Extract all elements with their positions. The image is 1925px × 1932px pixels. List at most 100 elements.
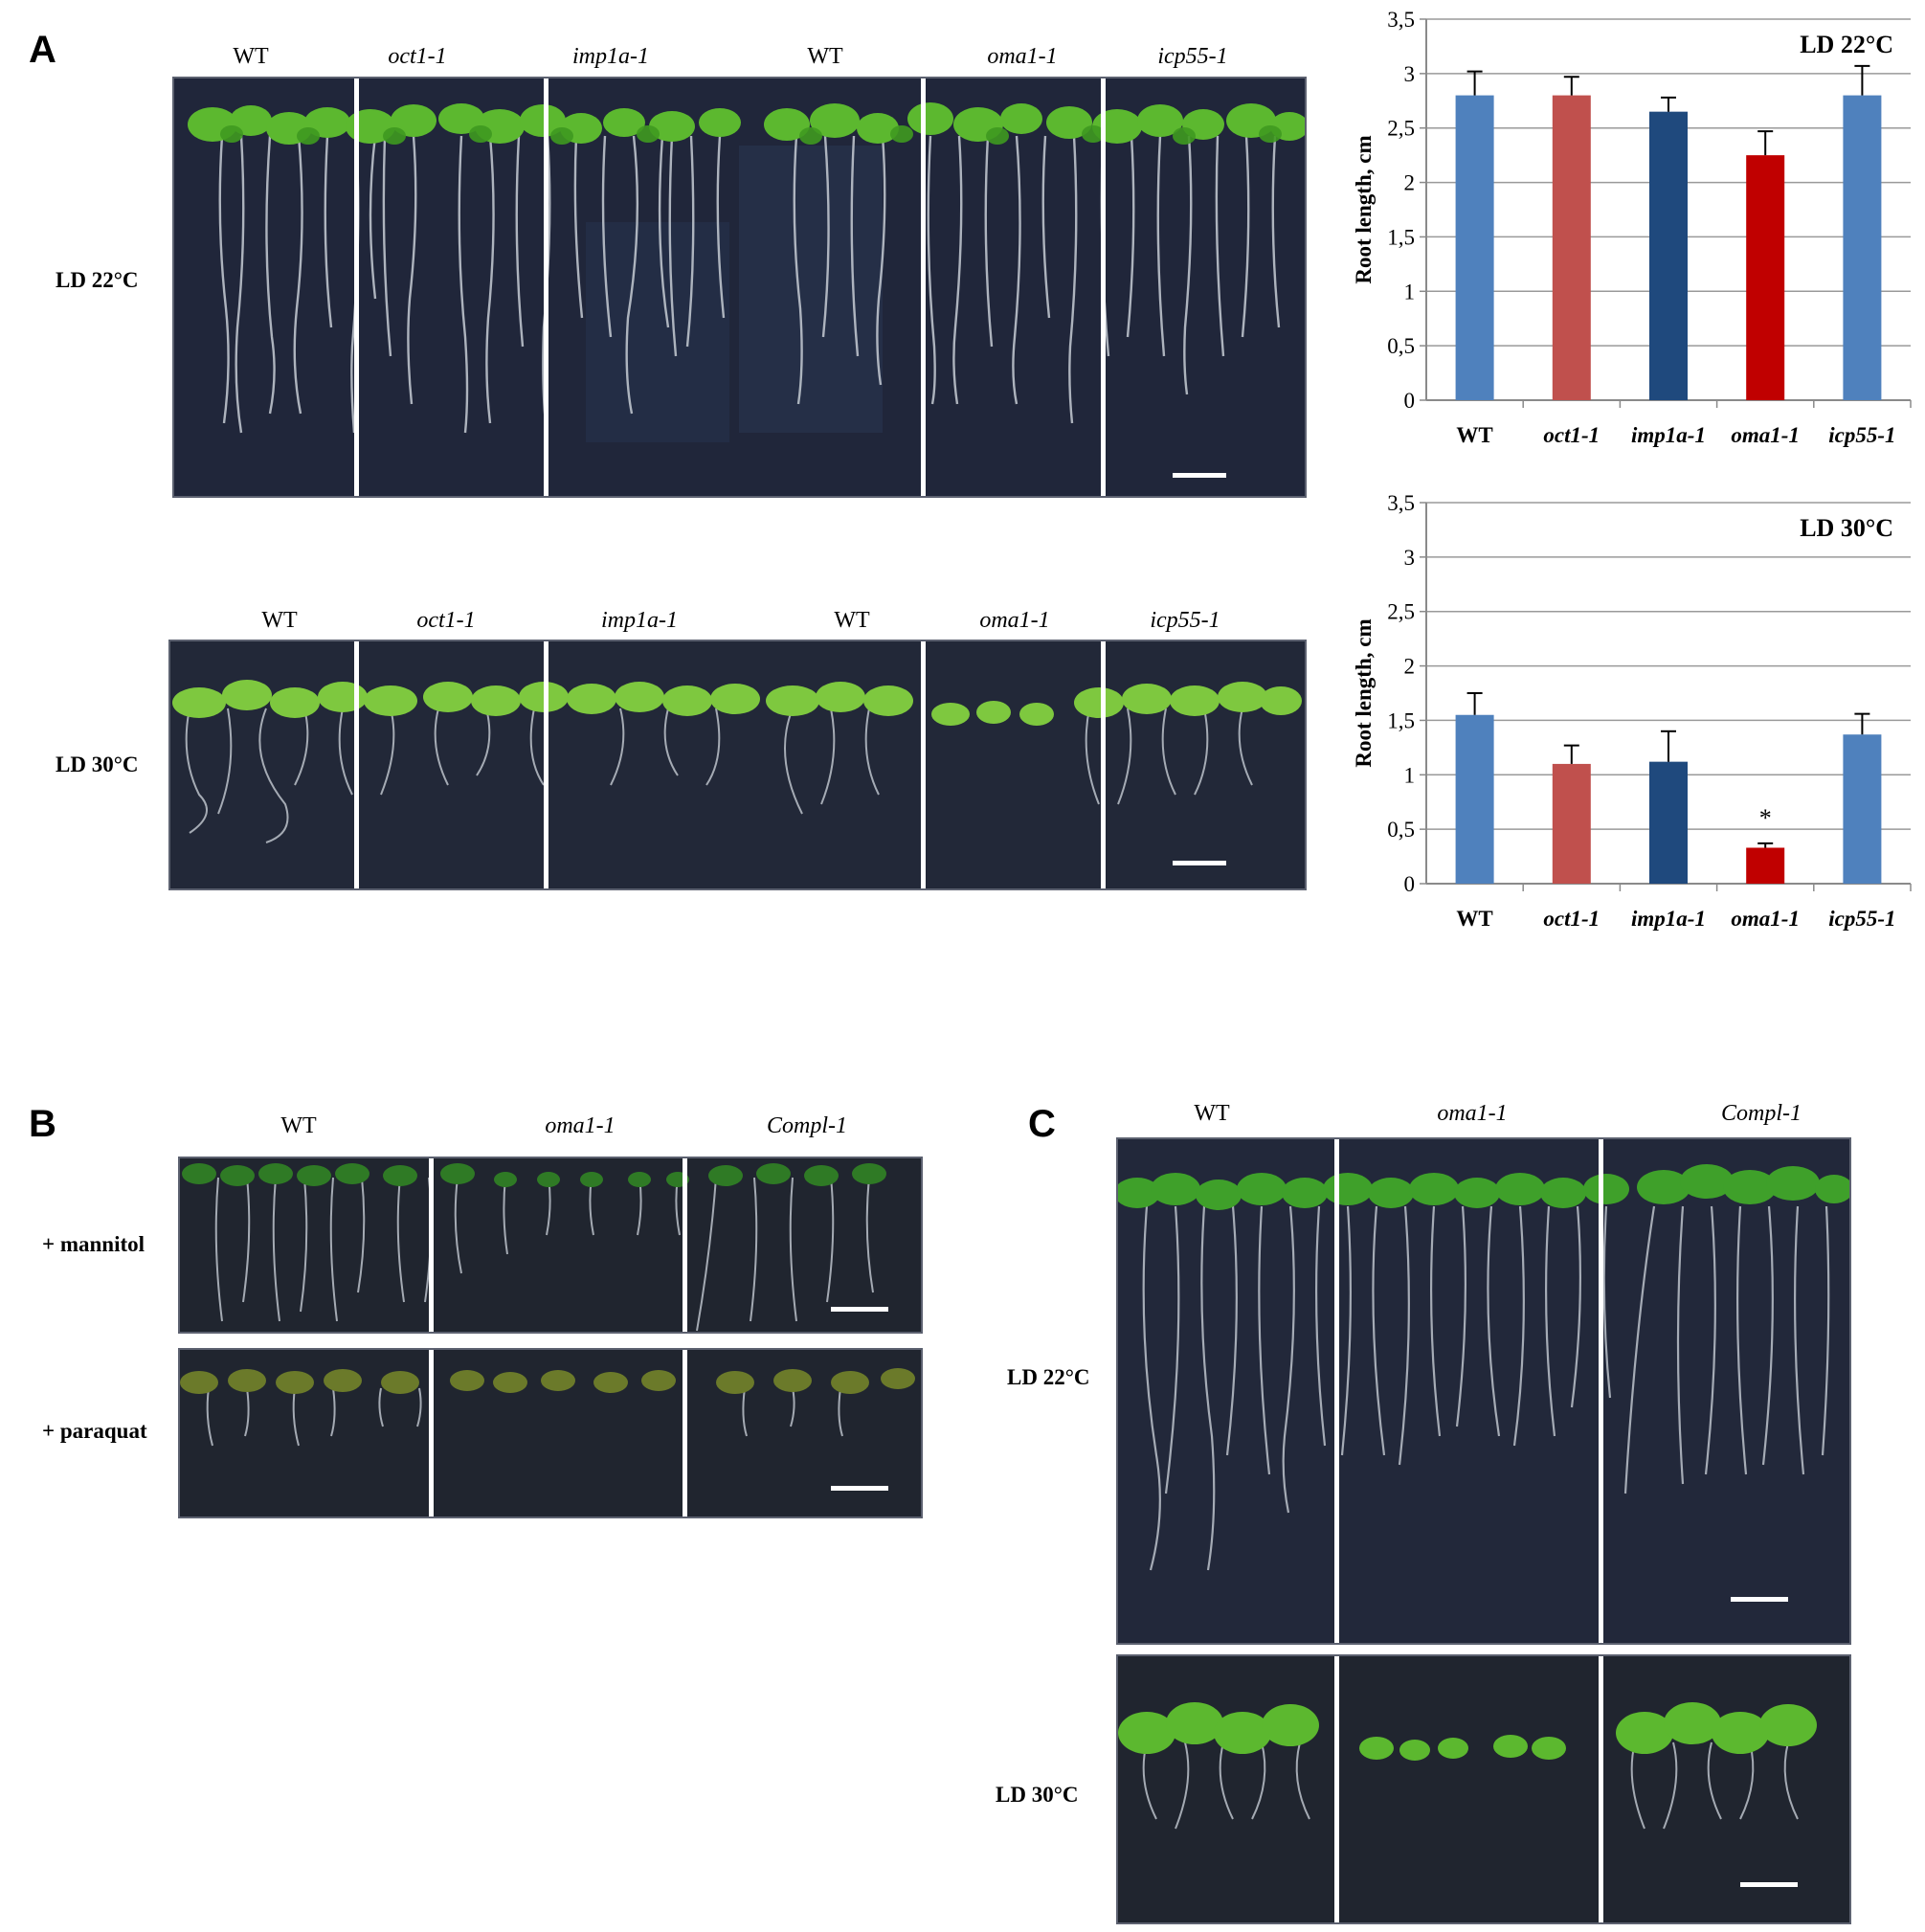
y-tick-label: 3: [1404, 62, 1416, 86]
scale-bar: [1173, 861, 1226, 865]
y-tick-label: 0,5: [1387, 334, 1415, 358]
y-tick-label: 1,5: [1387, 708, 1415, 732]
y-tick-label: 1: [1404, 763, 1416, 787]
plate-divider: [354, 79, 359, 496]
plate-divider: [921, 641, 926, 888]
seedling-photo-art: [1118, 1139, 1849, 1643]
plate-divider: [1599, 1139, 1603, 1643]
panel-letter-a: A: [29, 29, 56, 71]
condition-label: + mannitol: [42, 1232, 145, 1256]
condition-label: + paraquat: [42, 1419, 147, 1443]
bar-icp55-1: [1843, 95, 1882, 400]
seedling-plate-photo: [1116, 1137, 1851, 1645]
seedling-photo-art: [170, 641, 1305, 888]
chart-title: LD 22°C: [1800, 31, 1893, 58]
genotype-label: WT: [807, 44, 843, 69]
plate-divider: [1334, 1139, 1339, 1643]
bar-imp1a-1: [1649, 111, 1688, 401]
genotype-label: imp1a-1: [601, 608, 678, 633]
y-tick-label: 1: [1404, 280, 1416, 303]
y-axis-label: Root length, cm: [1352, 135, 1376, 283]
genotype-label: oct1-1: [416, 608, 476, 633]
seedling-photo-art: [180, 1158, 921, 1332]
genotype-label: oma1-1: [1437, 1101, 1508, 1126]
plate-divider: [1599, 1656, 1603, 1922]
seedling-photo-art: [180, 1350, 921, 1516]
x-tick-label: WT: [1456, 423, 1492, 447]
seedling-plate-photo: [168, 640, 1307, 890]
seedling-plate-photo: [172, 77, 1307, 498]
genotype-label: WT: [834, 608, 870, 633]
condition-label: LD 30°C: [56, 753, 139, 776]
bar-WT: [1455, 95, 1494, 400]
y-tick-label: 2,5: [1387, 600, 1415, 624]
plate-divider: [354, 641, 359, 888]
genotype-label: WT: [233, 44, 269, 69]
bar-icp55-1: [1843, 734, 1882, 884]
genotype-label: oma1-1: [545, 1113, 616, 1138]
scale-bar: [1740, 1882, 1798, 1887]
condition-label: LD 22°C: [56, 268, 139, 292]
genotype-label: WT: [261, 608, 298, 633]
y-tick-label: 3,5: [1387, 8, 1415, 32]
genotype-label: oct1-1: [388, 44, 447, 69]
y-tick-label: 0: [1404, 389, 1416, 413]
x-tick-label: icp55-1: [1828, 907, 1895, 931]
genotype-label: icp55-1: [1150, 608, 1220, 633]
x-tick-label: oct1-1: [1543, 907, 1600, 931]
genotype-label: WT: [280, 1113, 317, 1138]
plate-divider: [683, 1158, 687, 1332]
chart-title: LD 30°C: [1800, 514, 1893, 542]
seedling-plate-photo: [178, 1348, 923, 1518]
plate-divider: [1334, 1656, 1339, 1922]
x-tick-label: oct1-1: [1543, 423, 1600, 447]
y-tick-label: 0: [1404, 872, 1416, 896]
plate-divider: [544, 641, 548, 888]
seedling-photo-art: [1118, 1656, 1849, 1922]
y-tick-label: 0,5: [1387, 818, 1415, 842]
seedling-plate-photo: [1116, 1654, 1851, 1924]
plate-divider: [683, 1350, 687, 1516]
x-tick-label: oma1-1: [1731, 907, 1800, 931]
y-axis-label: Root length, cm: [1352, 618, 1376, 767]
y-tick-label: 2,5: [1387, 117, 1415, 141]
genotype-label: oma1-1: [987, 44, 1058, 69]
scale-bar: [1731, 1597, 1788, 1602]
plate-divider: [544, 79, 548, 496]
plate-divider: [1101, 641, 1106, 888]
genotype-label: imp1a-1: [572, 44, 649, 69]
plate-divider: [921, 79, 926, 496]
bar-WT: [1455, 714, 1494, 884]
y-tick-label: 3: [1404, 546, 1416, 570]
scale-bar: [831, 1307, 888, 1312]
condition-label: LD 30°C: [996, 1783, 1079, 1807]
y-tick-label: 1,5: [1387, 225, 1415, 249]
bar-oct1-1: [1552, 95, 1591, 400]
x-tick-label: WT: [1456, 907, 1492, 931]
x-tick-label: imp1a-1: [1631, 423, 1706, 447]
plate-divider: [429, 1158, 434, 1332]
x-tick-label: oma1-1: [1731, 423, 1800, 447]
genotype-label: Compl-1: [767, 1113, 847, 1138]
bar-imp1a-1: [1649, 761, 1688, 884]
bar-oct1-1: [1552, 763, 1591, 884]
y-tick-label: 2: [1404, 655, 1416, 679]
y-tick-label: 2: [1404, 171, 1416, 195]
plate-divider: [1101, 79, 1106, 496]
seedling-photo-art: [174, 79, 1305, 496]
y-tick-label: 3,5: [1387, 491, 1415, 515]
bar-oma1-1: [1746, 847, 1785, 884]
root-length-chart-30c: 0 0,5 1 1,5 2 2,5 3 3,5 WT oct1-1 imp1a-1 oma1-1 * ic…: [1352, 491, 1912, 931]
genotype-label: WT: [1194, 1101, 1230, 1126]
genotype-label: Compl-1: [1721, 1101, 1802, 1126]
bar-oma1-1: [1746, 155, 1785, 400]
scale-bar: [831, 1486, 888, 1491]
x-tick-label: icp55-1: [1828, 423, 1895, 447]
seedling-plate-photo: [178, 1157, 923, 1334]
significance-asterisk: *: [1759, 804, 1772, 832]
genotype-label: oma1-1: [979, 608, 1050, 633]
genotype-label: icp55-1: [1157, 44, 1228, 69]
panel-letter-c: C: [1028, 1103, 1056, 1145]
condition-label: LD 22°C: [1007, 1365, 1090, 1389]
panel-letter-b: B: [29, 1103, 56, 1145]
